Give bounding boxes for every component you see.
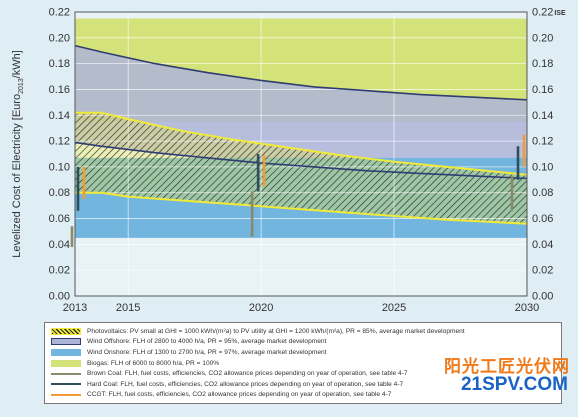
y-tick-label-left: 0.08 xyxy=(49,187,70,199)
band-wind-offshore-lower-edge xyxy=(74,141,528,180)
legend-swatch xyxy=(51,338,81,346)
y-tick-label-right: 0.06 xyxy=(532,213,553,225)
legend-swatch xyxy=(51,327,81,335)
legend-swatch xyxy=(51,393,81,396)
y-tick-label-right: 0.02 xyxy=(532,265,553,277)
y-tick-label-left: 0.16 xyxy=(49,84,70,96)
corner-label: ISE xyxy=(554,10,566,17)
legend-item-ccgt: CCGT: FLH, fuel costs, efficiencies, CO2… xyxy=(51,390,561,401)
y-tick-label-right: 0.22 xyxy=(532,7,553,19)
watermark-url: 21SPV.COM xyxy=(460,374,568,395)
x-tick-label: 2015 xyxy=(116,302,140,314)
legend-item-photovoltaics: Photovoltaics: PV small at GHI = 1000 kW… xyxy=(51,326,561,337)
y-tick-label-right: 0.16 xyxy=(532,84,553,96)
legend-text: Brown Coal: FLH, fuel costs, efficiencie… xyxy=(87,370,408,378)
y-tick-label-right: 0.12 xyxy=(532,136,553,148)
band-photovoltaics-upper-edge xyxy=(75,111,528,176)
y-tick-label-right: 0.10 xyxy=(532,161,553,173)
x-tick-label: 2020 xyxy=(249,302,273,314)
watermark: 阳光工匠光伏网 21SPV.COM xyxy=(388,352,578,410)
legend-text: Photovoltaics: PV small at GHI = 1000 kW… xyxy=(87,327,465,335)
legend-text: Biogas: FLH of 6000 to 8000 h/a, PR = 10… xyxy=(87,359,220,367)
legend: Photovoltaics: PV small at GHI = 1000 kW… xyxy=(44,322,562,404)
legend-swatch xyxy=(51,348,81,356)
legend-text: CCGT: FLH, fuel costs, efficiencies, CO2… xyxy=(87,391,392,399)
y-tick-label-left: 0.10 xyxy=(49,161,70,173)
y-tick-label-left: 0.00 xyxy=(49,291,70,303)
y-tick-label-left: 0.12 xyxy=(49,136,70,148)
y-axis-label: Levelized Cost of Electricity [Euro2013/… xyxy=(11,50,25,258)
legend-item-hard-coal: Hard Coal: FLH, fuel costs, efficiencies… xyxy=(51,379,561,390)
plot-frame xyxy=(74,11,528,297)
y-tick-label-left: 0.02 xyxy=(49,265,70,277)
y-tick-label-left: 0.20 xyxy=(49,32,70,44)
x-tick-label: 2030 xyxy=(515,302,539,314)
y-tick-label-left: 0.18 xyxy=(49,58,70,70)
watermark-chinese: 阳光工匠光伏网 xyxy=(444,357,570,376)
y-tick-label-left: 0.04 xyxy=(49,239,70,251)
y-tick-label-right: 0.04 xyxy=(532,239,553,251)
y-tick-label-right: 0.20 xyxy=(532,32,553,44)
y-tick-label-right: 0.18 xyxy=(532,58,553,70)
band-wind-offshore-upper-edge xyxy=(74,44,528,101)
x-tick-label: 2025 xyxy=(382,302,406,314)
legend-text: Hard Coal: FLH, fuel costs, efficiencies… xyxy=(87,380,404,388)
legend-swatch xyxy=(51,359,81,367)
legend-item-wind-offshore: Wind Offshore: FLH of 2800 to 4000 h/a, … xyxy=(51,337,561,348)
legend-item-biogas: Biogas: FLH of 6000 to 8000 h/a, PR = 10… xyxy=(51,358,561,369)
y-tick-label-left: 0.06 xyxy=(49,213,70,225)
legend-swatch xyxy=(51,383,81,386)
band-photovoltaics-lower-edge xyxy=(75,191,528,225)
legend-text: Wind Onshore: FLH of 1300 to 2700 h/a, P… xyxy=(87,348,327,356)
legend-item-wind-onshore: Wind Onshore: FLH of 1300 to 2700 h/a, P… xyxy=(51,347,561,358)
y-tick-label-left: 0.22 xyxy=(49,7,70,19)
legend-swatch xyxy=(51,372,81,375)
band-photovoltaics-hatch xyxy=(75,112,527,224)
y-tick-label-right: 0.14 xyxy=(532,110,553,122)
y-tick-label-left: 0.14 xyxy=(49,110,70,122)
legend-text: Wind Offshore: FLH of 2800 to 4000 h/a, … xyxy=(87,338,327,346)
legend-item-brown-coal: Brown Coal: FLH, fuel costs, efficiencie… xyxy=(51,368,561,379)
y-tick-label-right: 0.08 xyxy=(532,187,553,199)
x-tick-label: 2013 xyxy=(63,302,87,314)
y-tick-label-right: 0.00 xyxy=(532,291,553,303)
